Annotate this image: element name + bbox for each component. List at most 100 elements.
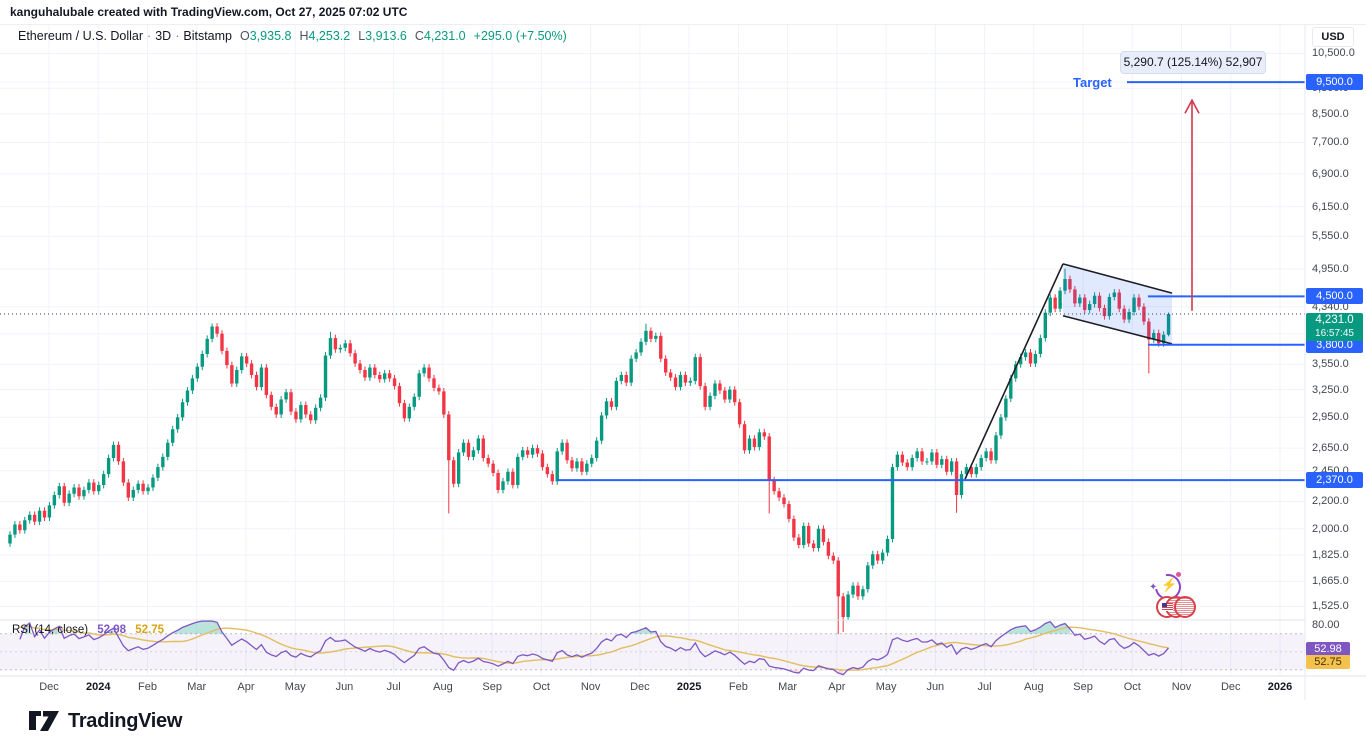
candle-body bbox=[309, 414, 313, 421]
candle-body bbox=[663, 358, 668, 373]
candle-body bbox=[673, 377, 678, 387]
candle-body bbox=[456, 452, 461, 484]
candle-body bbox=[358, 363, 362, 371]
candle-body bbox=[220, 333, 224, 351]
candle-body bbox=[92, 482, 96, 492]
candle-body bbox=[1156, 332, 1161, 344]
price-tick: 4,950.0 bbox=[1312, 263, 1349, 275]
lightning-sticker-icon[interactable]: ⚡ ✦ bbox=[1149, 568, 1187, 606]
rsi-indicator-legend[interactable]: RSI (14, close) 52.98 52.75 bbox=[12, 624, 164, 636]
candle-body bbox=[895, 454, 900, 468]
candle-body bbox=[599, 415, 604, 441]
candle-body bbox=[831, 555, 836, 561]
exchange-label[interactable]: Bitstamp bbox=[183, 29, 233, 43]
candle-body bbox=[644, 330, 648, 342]
candle-body bbox=[274, 406, 278, 415]
candle-body bbox=[1043, 312, 1047, 339]
tradingview-wordmark: TradingView bbox=[68, 709, 183, 732]
candle-body bbox=[861, 589, 865, 597]
candle-body bbox=[442, 391, 446, 415]
candle-body bbox=[1023, 352, 1028, 358]
candle-body bbox=[668, 372, 673, 378]
time-tick-month: Apr bbox=[828, 681, 846, 693]
candle-body bbox=[279, 399, 283, 415]
rsi-zone-fill bbox=[631, 627, 656, 634]
change-value: +295.0 (+7.50%) bbox=[473, 29, 567, 43]
rsi-ma-value-label: 52.75 bbox=[1306, 655, 1350, 670]
candle-body bbox=[353, 353, 357, 364]
candle-body bbox=[180, 402, 185, 418]
candle-body bbox=[131, 489, 135, 498]
candle-body bbox=[1048, 297, 1052, 313]
candle-body bbox=[62, 486, 66, 503]
candle-body bbox=[1107, 296, 1112, 317]
currency-unit-button[interactable]: USD bbox=[1312, 27, 1354, 47]
candle-body bbox=[343, 343, 347, 348]
rsi-ma-line bbox=[19, 625, 1169, 671]
candle-body bbox=[841, 596, 845, 618]
candle-body bbox=[969, 467, 974, 475]
candle-body bbox=[190, 378, 195, 391]
candle-body bbox=[1073, 289, 1077, 304]
time-tick-month: Jul bbox=[386, 681, 401, 693]
candle-body bbox=[506, 471, 510, 482]
price-tick: 8,500.0 bbox=[1312, 108, 1349, 121]
candle-body bbox=[802, 525, 806, 545]
tradingview-logo[interactable]: TradingView bbox=[28, 708, 182, 734]
time-tick-month: Oct bbox=[532, 681, 550, 693]
usa-flag-coins-sticker[interactable] bbox=[1156, 596, 1196, 618]
candle-body bbox=[1078, 297, 1082, 304]
candle-body bbox=[387, 373, 392, 379]
candle-body bbox=[994, 435, 998, 461]
candle-body bbox=[550, 474, 554, 482]
candle-body bbox=[634, 352, 638, 359]
time-tick-month: Mar bbox=[778, 681, 798, 693]
rsi-title[interactable]: RSI bbox=[12, 624, 32, 636]
time-tick-month: Apr bbox=[237, 681, 255, 693]
candle-body bbox=[101, 474, 106, 485]
candle-body bbox=[481, 438, 485, 459]
price-level-label: 4,500.0 bbox=[1306, 288, 1363, 305]
candle-body bbox=[1028, 352, 1033, 364]
candle-body bbox=[797, 537, 801, 545]
symbol-legend[interactable]: Ethereum / U.S. Dollar · 3D · Bitstamp O3,935… bbox=[18, 29, 567, 43]
time-tick-month: Dec bbox=[39, 681, 59, 693]
target-arrow-head bbox=[1184, 98, 1200, 114]
candle-body bbox=[1038, 338, 1043, 354]
candle-body bbox=[826, 541, 831, 556]
candle-body bbox=[1083, 297, 1087, 311]
candle-body bbox=[772, 480, 776, 492]
candle-body bbox=[580, 461, 584, 472]
interval-label[interactable]: 3D bbox=[155, 29, 172, 43]
price-tick: 6,150.0 bbox=[1312, 200, 1349, 213]
candle-body bbox=[18, 524, 22, 531]
price-tick: 7,700.0 bbox=[1312, 136, 1349, 149]
price-tick: 10,500.0 bbox=[1312, 47, 1355, 60]
candle-body bbox=[920, 451, 924, 462]
candle-body bbox=[37, 510, 42, 522]
symbol-name[interactable]: Ethereum / U.S. Dollar bbox=[18, 29, 144, 43]
candle-body bbox=[348, 343, 352, 354]
candle-body bbox=[1117, 292, 1121, 309]
candle-body bbox=[1004, 398, 1008, 418]
candle-body bbox=[210, 326, 214, 339]
candle-body bbox=[792, 518, 796, 538]
time-tick-month: Jun bbox=[926, 681, 945, 693]
candle-body bbox=[905, 462, 909, 468]
measurement-annotation-box[interactable]: 5,290.7 (125.14%) 52,907 bbox=[1120, 51, 1266, 74]
candle-body bbox=[373, 367, 377, 375]
candle-body bbox=[811, 543, 816, 549]
rsi-band bbox=[0, 633, 1305, 670]
candle-body bbox=[491, 463, 495, 473]
candle-body bbox=[1014, 364, 1018, 379]
close-value: 4,231.0 bbox=[423, 29, 466, 43]
candle-body bbox=[240, 356, 244, 371]
candle-body bbox=[535, 448, 540, 454]
target-annotation-label[interactable]: Target bbox=[1073, 75, 1112, 90]
candle-body bbox=[900, 454, 905, 463]
candle-body bbox=[609, 401, 614, 407]
candle-body bbox=[235, 370, 239, 384]
candle-body bbox=[545, 467, 550, 475]
candle-body bbox=[816, 528, 821, 549]
